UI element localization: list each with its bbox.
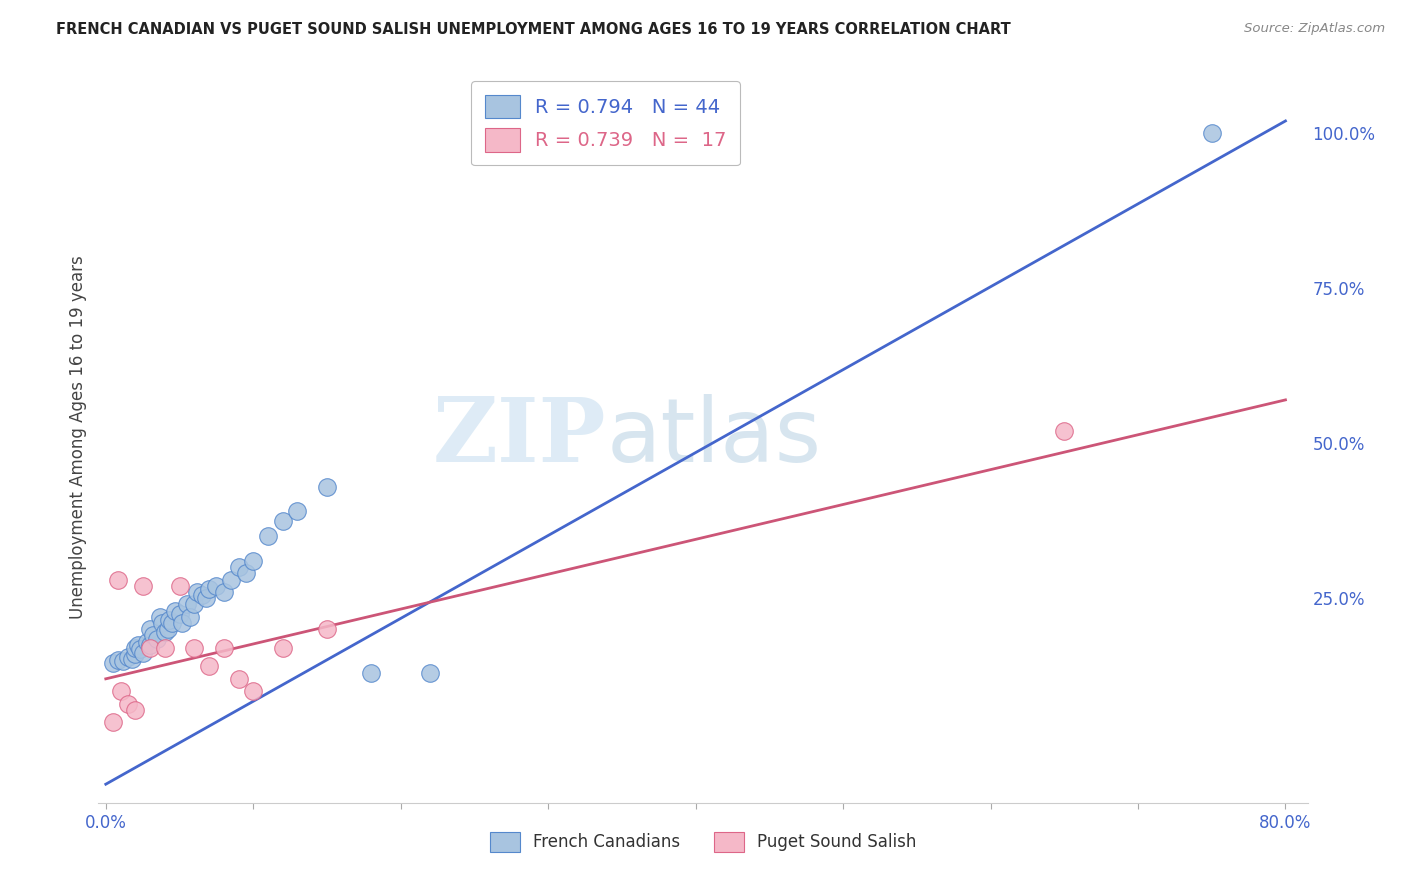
Point — [169, 607, 191, 621]
Point — [183, 598, 205, 612]
Point — [172, 615, 194, 630]
Point — [287, 504, 309, 518]
Point — [186, 585, 208, 599]
Point — [195, 591, 218, 606]
Point — [127, 638, 149, 652]
Point — [124, 640, 146, 655]
Point — [235, 566, 257, 581]
Text: Source: ZipAtlas.com: Source: ZipAtlas.com — [1244, 22, 1385, 36]
Point — [316, 622, 339, 636]
Legend: French Canadians, Puget Sound Salish: French Canadians, Puget Sound Salish — [481, 823, 925, 860]
Point — [316, 480, 339, 494]
Point — [139, 638, 162, 652]
Y-axis label: Unemployment Among Ages 16 to 19 years: Unemployment Among Ages 16 to 19 years — [69, 255, 87, 619]
Point — [124, 703, 146, 717]
Point — [419, 665, 441, 680]
Point — [212, 585, 235, 599]
Point — [107, 573, 129, 587]
Point — [1053, 424, 1076, 438]
Point — [198, 582, 221, 596]
Point — [157, 613, 180, 627]
Point — [121, 652, 143, 666]
Point — [101, 715, 124, 730]
Point — [131, 646, 153, 660]
Point — [1201, 126, 1223, 140]
Point — [242, 684, 264, 698]
Point — [150, 615, 173, 630]
Point — [153, 640, 176, 655]
Point — [257, 529, 280, 543]
Point — [190, 588, 212, 602]
Point — [117, 650, 139, 665]
Point — [107, 653, 129, 667]
Point — [160, 615, 183, 630]
Point — [228, 560, 250, 574]
Text: atlas: atlas — [606, 393, 821, 481]
Point — [139, 622, 162, 636]
Point — [110, 684, 132, 698]
Point — [179, 610, 201, 624]
Point — [228, 672, 250, 686]
Point — [271, 640, 294, 655]
Point — [169, 579, 191, 593]
Point — [124, 647, 146, 661]
Point — [165, 604, 187, 618]
Point — [139, 640, 162, 655]
Point — [153, 625, 176, 640]
Point — [360, 665, 382, 680]
Point — [128, 642, 150, 657]
Point — [131, 579, 153, 593]
Point — [112, 655, 135, 669]
Point — [117, 697, 139, 711]
Point — [205, 579, 228, 593]
Point — [176, 598, 198, 612]
Point — [212, 640, 235, 655]
Text: ZIP: ZIP — [433, 393, 606, 481]
Point — [156, 622, 179, 636]
Point — [219, 573, 242, 587]
Point — [146, 632, 169, 646]
Point — [136, 634, 159, 648]
Point — [101, 657, 124, 671]
Point — [183, 640, 205, 655]
Text: FRENCH CANADIAN VS PUGET SOUND SALISH UNEMPLOYMENT AMONG AGES 16 TO 19 YEARS COR: FRENCH CANADIAN VS PUGET SOUND SALISH UN… — [56, 22, 1011, 37]
Point — [242, 554, 264, 568]
Point — [271, 514, 294, 528]
Point — [149, 610, 172, 624]
Point — [198, 659, 221, 673]
Point — [142, 628, 165, 642]
